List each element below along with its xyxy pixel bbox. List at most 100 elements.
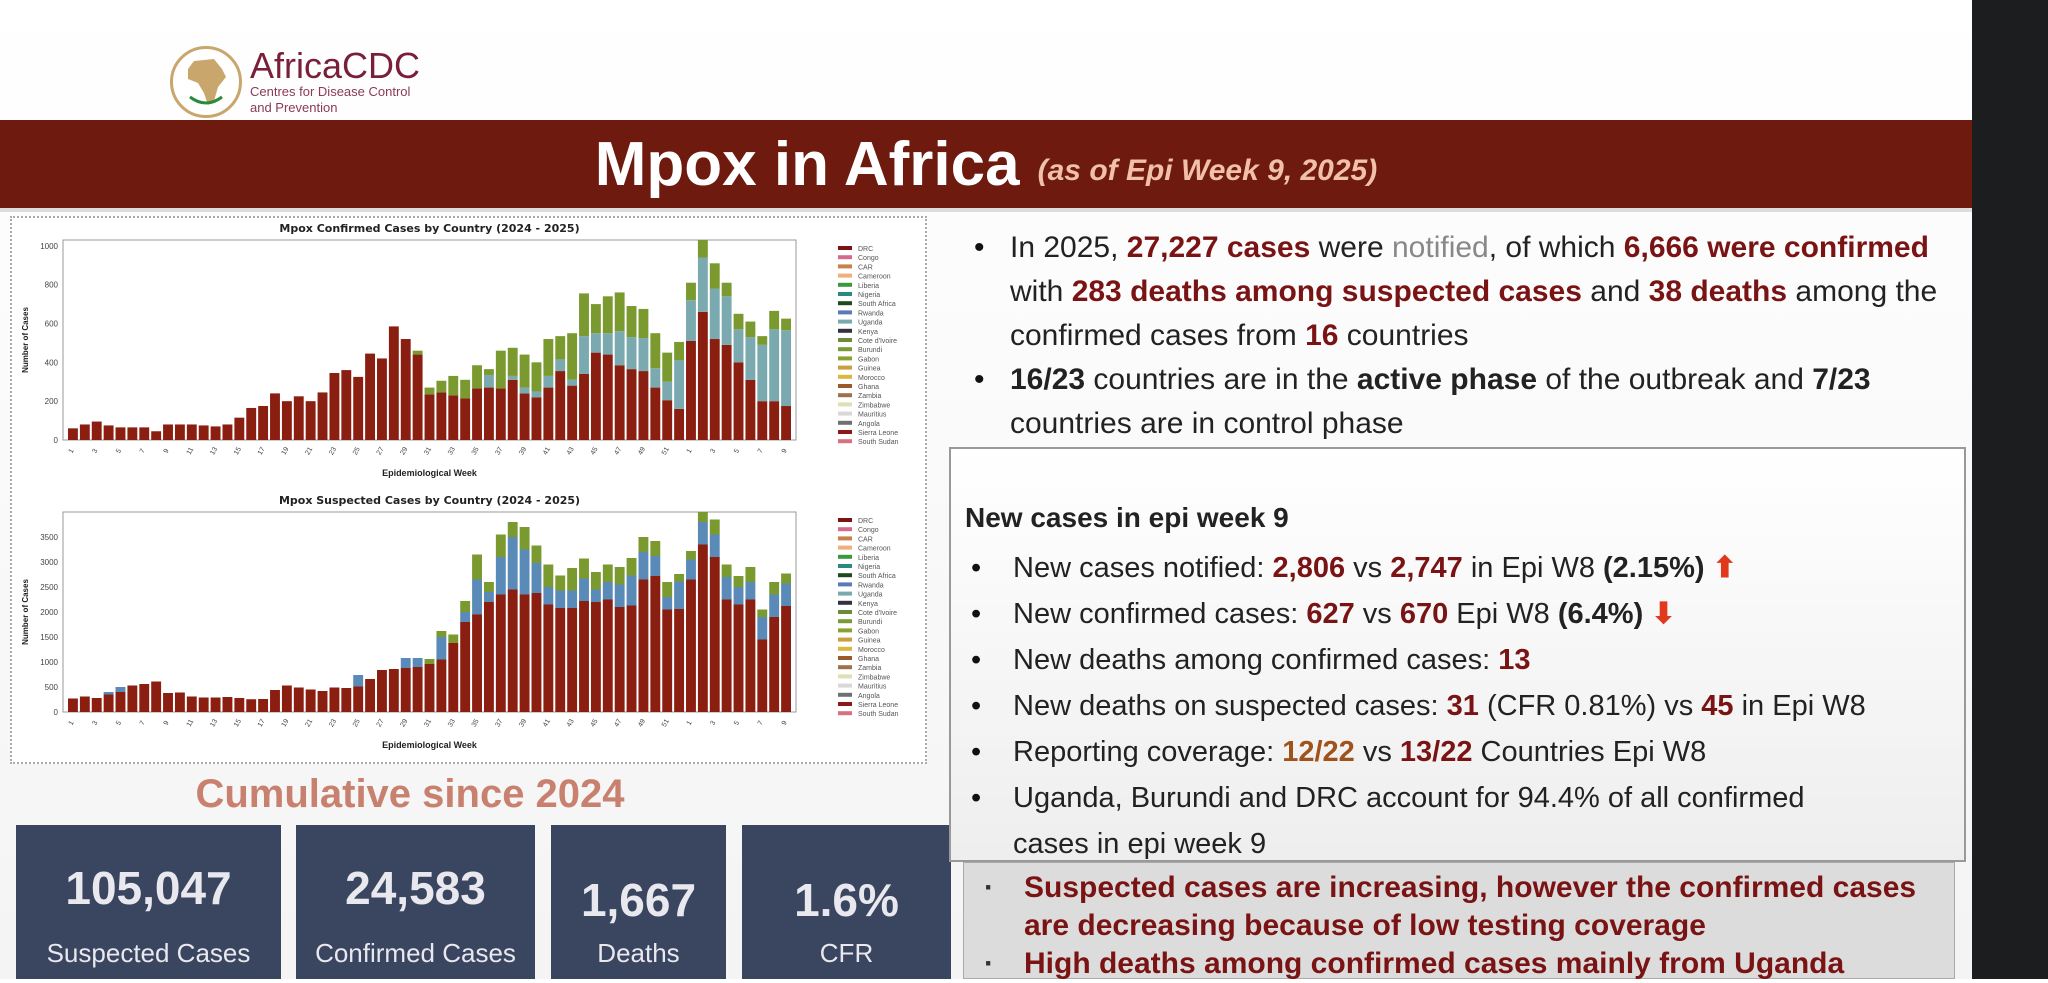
bar-drc: [115, 692, 126, 712]
bar-drc: [567, 385, 578, 440]
bar-drc: [281, 685, 292, 712]
x-tick-label: 13: [209, 718, 219, 728]
bar-burundi: [626, 558, 637, 576]
bar-burundi: [519, 354, 530, 388]
bar-drc: [293, 396, 304, 440]
bar-drc: [365, 679, 376, 712]
bar-drc: [519, 594, 530, 712]
legend-swatch: [838, 365, 852, 370]
y-tick-label: 400: [45, 358, 59, 367]
bar-drc: [507, 589, 518, 712]
bar-uganda: [602, 582, 613, 600]
x-tick-label: 31: [423, 446, 433, 456]
bar-uganda: [697, 522, 708, 545]
summary-item: 16/23 countries are in the active phase …: [960, 358, 1960, 446]
bar-drc: [377, 358, 387, 440]
text: in Epi W8: [1462, 552, 1604, 584]
bar-drc: [317, 691, 328, 712]
y-tick-label: 2000: [40, 608, 58, 617]
legend-label: Guinea: [858, 366, 881, 373]
x-tick-label: 37: [495, 446, 505, 456]
legend-label: Sierra Leone: [858, 702, 898, 709]
x-tick-label: 1: [68, 720, 76, 727]
card-label: Deaths: [597, 938, 680, 968]
logo-subtitle: Centres for Disease Control: [250, 84, 411, 100]
x-tick-label: 27: [376, 718, 386, 728]
bar-drc: [91, 421, 102, 440]
bar-drc: [163, 424, 173, 440]
bar-uganda: [769, 594, 780, 617]
bar-drc: [186, 424, 197, 440]
x-tick-label: 39: [518, 718, 528, 728]
bar-drc: [769, 617, 780, 712]
bar-burundi: [567, 568, 578, 591]
bar-burundi: [650, 541, 661, 556]
x-tick-label: 7: [757, 448, 765, 455]
legend-swatch: [838, 420, 852, 425]
text: (2.15%): [1603, 552, 1705, 584]
bar-uganda: [733, 329, 744, 363]
bar-drc: [579, 373, 589, 440]
x-tick-label: 45: [590, 446, 600, 456]
legend-swatch: [838, 610, 852, 614]
bar-uganda: [412, 658, 423, 667]
x-tick-label: 49: [637, 446, 647, 456]
bar-drc: [697, 311, 708, 440]
y-tick-label: 0: [54, 436, 59, 445]
bar-burundi: [507, 347, 518, 376]
bar-burundi: [555, 575, 566, 591]
bar-drc: [139, 684, 150, 712]
legend-label: Congo: [858, 527, 879, 534]
bar-drc: [174, 424, 185, 440]
bar-drc: [567, 608, 578, 712]
bar-uganda: [567, 379, 578, 386]
bar-drc: [341, 370, 352, 440]
bar-drc: [697, 544, 708, 712]
bar-drc: [115, 427, 126, 440]
legend-swatch: [838, 264, 852, 269]
legend-swatch: [838, 338, 852, 342]
legend-swatch: [838, 282, 852, 287]
legend-swatch: [838, 356, 852, 361]
x-tick-label: 19: [281, 718, 291, 728]
confirmed-cases-chart: Mpox Confirmed Cases by Country (2024 - …: [21, 222, 899, 478]
y-tick-label: 500: [45, 683, 59, 692]
bar-burundi: [674, 341, 685, 361]
bar-drc: [198, 697, 209, 712]
bar-burundi: [472, 365, 482, 389]
slide: AfricaCDC Centres for Disease Control an…: [0, 0, 1972, 979]
x-tick-label: 51: [661, 446, 671, 456]
list-item: New deaths among confirmed cases: 13: [965, 637, 1964, 683]
bar-drc: [614, 365, 625, 440]
bar-drc: [341, 688, 352, 712]
bar-drc: [412, 667, 423, 712]
legend-label: Burundi: [858, 619, 883, 626]
text: vs: [1345, 552, 1391, 584]
legend-swatch: [838, 536, 852, 541]
epi-week-heading: New cases in epi week 9: [965, 502, 1289, 533]
x-tick-label: 47: [613, 718, 623, 728]
legend-swatch: [838, 554, 852, 559]
bar-drc: [139, 427, 150, 440]
legend-label: Zambia: [858, 393, 881, 400]
bar-burundi: [424, 659, 435, 664]
chart-title: Mpox Confirmed Cases by Country (2024 - …: [279, 222, 579, 235]
bar-drc: [543, 604, 554, 712]
bar-drc: [151, 681, 162, 712]
text: of the outbreak and: [1537, 363, 1813, 396]
bar-uganda: [567, 590, 578, 608]
bar-uganda: [662, 597, 673, 610]
bar-uganda: [472, 579, 482, 615]
bar-drc: [103, 694, 114, 712]
x-tick-label: 47: [613, 446, 623, 456]
y-tick-label: 1000: [40, 242, 58, 251]
bar-drc: [531, 593, 542, 712]
legend-swatch: [838, 402, 852, 407]
legend-swatch: [838, 600, 852, 605]
bar-uganda: [721, 296, 732, 345]
legend-swatch: [838, 711, 852, 716]
x-tick-label: 17: [257, 446, 267, 456]
legend-swatch: [838, 439, 852, 444]
x-tick-label: 1: [68, 448, 76, 455]
x-axis-label: Epidemiological Week: [382, 740, 478, 750]
